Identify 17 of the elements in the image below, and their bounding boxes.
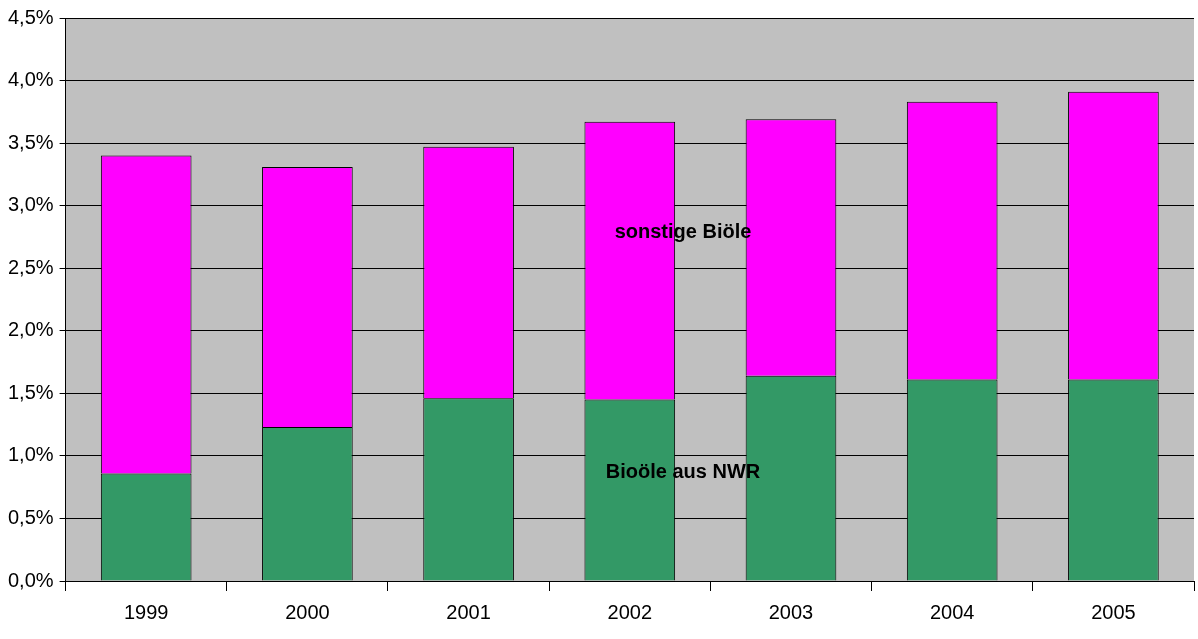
y-tick-label: 4,5% (7, 5, 54, 28)
y-tick-label: 4,0% (7, 68, 54, 91)
y-tick-label: 3,0% (7, 193, 54, 216)
x-tick-label: 2005 (1091, 600, 1136, 623)
y-tick-label: 1,0% (7, 443, 54, 466)
y-tick-label: 2,5% (7, 255, 54, 278)
y-tick-label: 3,5% (7, 130, 54, 153)
y-tick-label: 2,0% (7, 318, 54, 341)
x-tick-label: 1999 (123, 600, 169, 623)
y-tick-label: 1,5% (7, 380, 54, 403)
x-tick-label: 2004 (929, 600, 975, 623)
x-tick-label: 2003 (768, 600, 814, 623)
x-tick-label: 2002 (607, 600, 653, 623)
y-tick-label: 0,0% (7, 568, 54, 591)
x-tick-label: 2000 (285, 600, 330, 623)
x-tick-label: 2001 (446, 600, 491, 623)
y-tick-label: 0,5% (7, 505, 54, 528)
